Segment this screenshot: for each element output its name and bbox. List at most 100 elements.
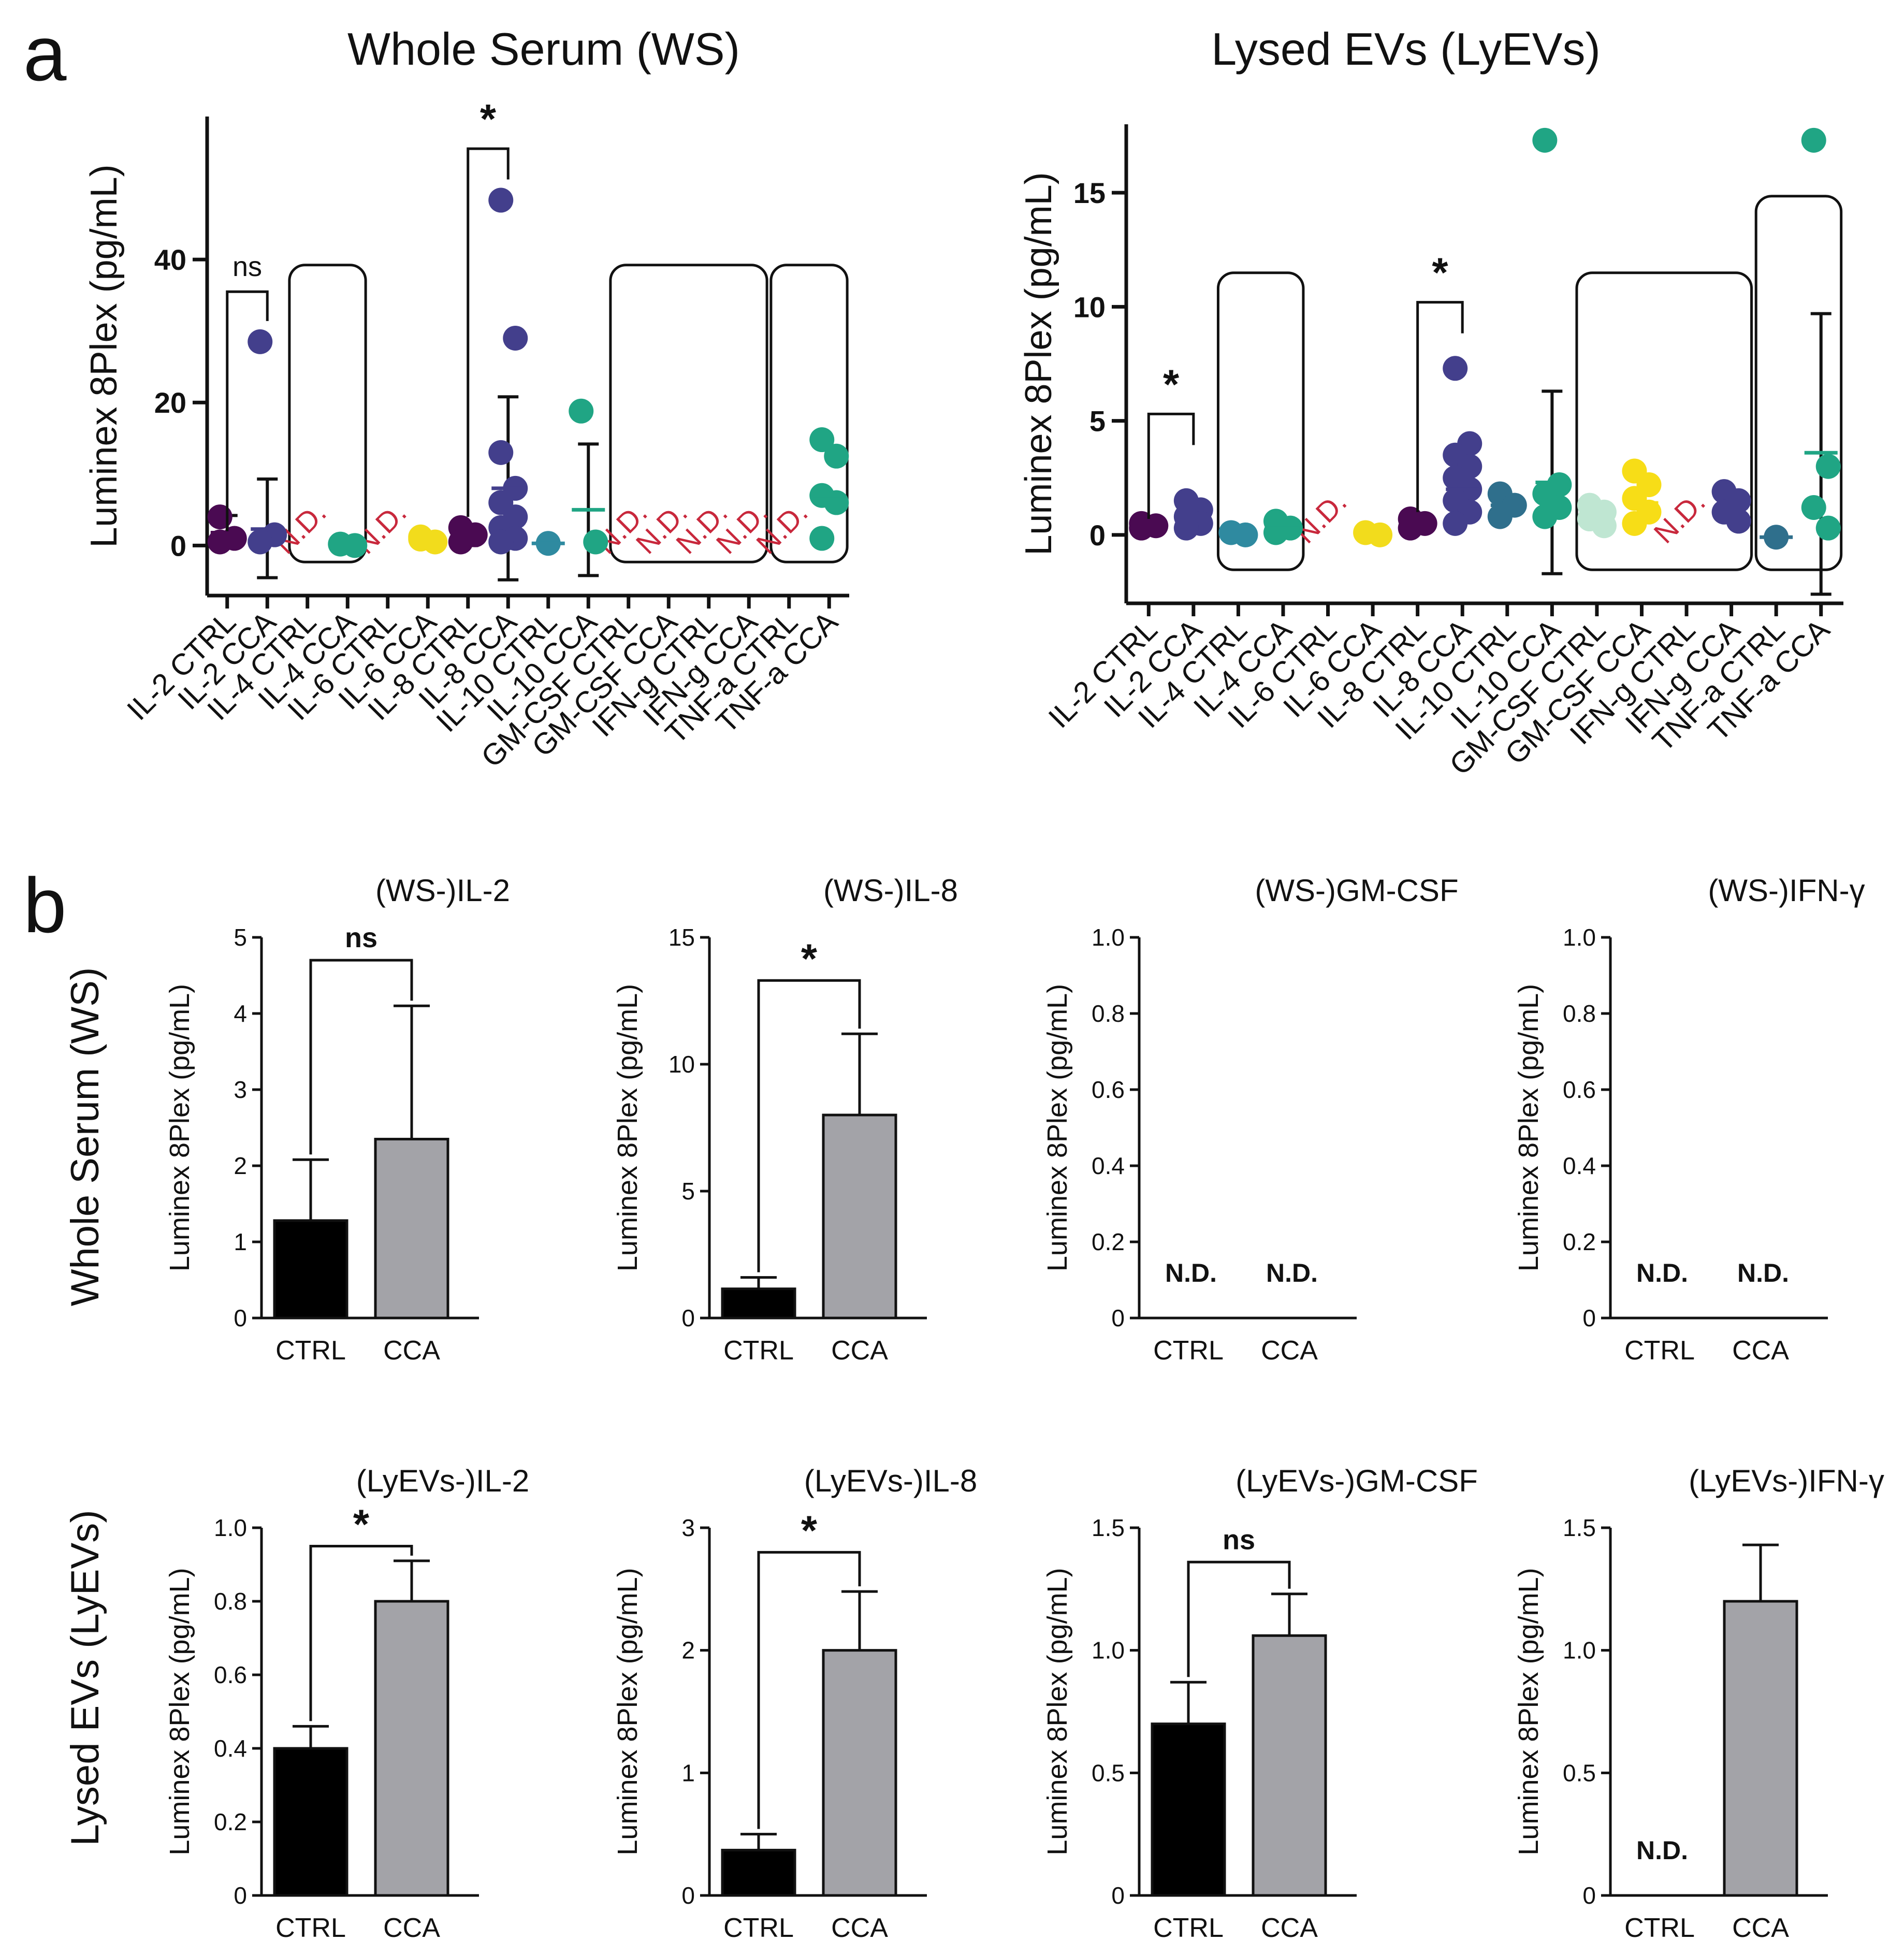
significance-label: *	[801, 1507, 818, 1553]
y-axis-label: Luminex 8Plex (pg/mL)	[1042, 1568, 1073, 1855]
significance-bracket	[1187, 1560, 1291, 1677]
y-tick-label: 0	[1111, 1305, 1125, 1331]
y-tick-label: 0	[234, 1882, 247, 1909]
y-tick-label: 0.2	[1092, 1228, 1125, 1255]
bar-chart-b-ws-il2: (WS-)IL-2 Luminex 8Plex (pg/mL) 0 1 2 3 4 5 CTRL…	[164, 873, 510, 1366]
y-tick-label: 0	[1111, 1882, 1125, 1909]
x-tick-label: CCA	[1732, 1336, 1789, 1366]
data-point	[583, 529, 608, 555]
data-point	[1815, 454, 1841, 479]
chart-title: (WS-)IL-2	[375, 873, 510, 908]
data-point	[207, 504, 232, 530]
y-tick-label: 10	[1073, 291, 1106, 323]
y-tick-label: 0.2	[1563, 1228, 1596, 1255]
y-tick-label: 0	[681, 1305, 695, 1331]
significance-label: *	[1163, 361, 1180, 407]
y-tick-label: 3	[681, 1514, 695, 1541]
group-box	[609, 264, 768, 563]
x-tick-label: CTRL	[1624, 1336, 1695, 1366]
bar	[273, 1219, 348, 1320]
y-tick-label: 0.2	[214, 1808, 247, 1835]
scatter-chart-a-lyevs: Lysed EVs (LyEVs) Luminex 8Plex (pg/mL) 0 5…	[1018, 23, 1843, 781]
y-tick-label: 1.0	[1092, 1637, 1125, 1664]
data-point	[1443, 511, 1468, 536]
x-tick-label: CTRL	[1624, 1913, 1695, 1943]
bar-chart-b-ws-ifng: (WS-)IFN-γ Luminex 8Plex (pg/mL) 0 0.2 0.4 0.…	[1513, 873, 1865, 1366]
significance-label: *	[480, 96, 497, 142]
y-tick-label: 0.6	[1092, 1076, 1125, 1103]
nd-label: N.D.	[1289, 485, 1353, 549]
row-label-lysed-evs: Lysed EVs (LyEVs)	[63, 1510, 107, 1846]
bar	[273, 1747, 348, 1897]
y-tick-label: 1.0	[1563, 1637, 1596, 1664]
x-tick-label: CCA	[831, 1336, 888, 1366]
chart-title: (WS-)IL-8	[823, 873, 958, 908]
bar-chart-b-ws-gmcsf: (WS-)GM-CSF Luminex 8Plex (pg/mL) 0 0.2 0.4 0…	[1042, 873, 1459, 1366]
y-tick-label: 5	[681, 1178, 695, 1205]
data-point	[1263, 520, 1288, 545]
data-point	[1487, 504, 1513, 529]
significance-label: ns	[345, 922, 377, 953]
y-tick-label: 1.0	[214, 1514, 247, 1541]
y-tick-label: 1.5	[1092, 1514, 1125, 1541]
y-tick-label: 2	[681, 1637, 695, 1664]
x-tick-label: CTRL	[275, 1913, 346, 1943]
y-axis-label: Luminex 8Plex (pg/mL)	[612, 984, 643, 1271]
data-point	[488, 529, 514, 555]
y-axis-label: Luminex 8Plex (pg/mL)	[1042, 984, 1073, 1271]
data-point	[448, 529, 473, 555]
y-tick-label: 0.8	[214, 1588, 247, 1615]
chart-title: (LyEVs-)IFN-γ	[1689, 1464, 1884, 1498]
data-point	[1398, 515, 1423, 541]
data-point	[809, 526, 835, 551]
y-tick-label: 4	[234, 1000, 247, 1027]
x-tick-label: CTRL	[1153, 1336, 1224, 1366]
bar	[822, 1113, 897, 1320]
chart-title: (LyEVs-)IL-8	[804, 1464, 978, 1498]
significance-bracket	[757, 979, 861, 1272]
chart-title: Whole Serum (WS)	[347, 23, 740, 75]
y-tick-label: 1.0	[1563, 924, 1596, 951]
y-tick-label: 0.8	[1563, 1000, 1596, 1027]
data-point	[503, 325, 528, 351]
data-point	[1591, 513, 1617, 539]
bar	[721, 1848, 796, 1897]
y-axis-label: Luminex 8Plex (pg/mL)	[1513, 1568, 1544, 1855]
data-point	[207, 529, 232, 555]
row-label-whole-serum: Whole Serum (WS)	[63, 967, 107, 1307]
data-point	[248, 329, 273, 354]
y-axis-label: Luminex 8Plex (pg/mL)	[1513, 984, 1544, 1271]
significance-bracket	[309, 1545, 413, 1721]
data-point	[1622, 511, 1647, 536]
y-tick-label: 0.4	[214, 1735, 247, 1762]
y-tick-label: 0.5	[1092, 1759, 1125, 1786]
y-tick-label: 2	[234, 1152, 247, 1179]
x-tick-label: CCA	[383, 1336, 440, 1366]
bar-chart-b-ly-il8: (LyEVs-)IL-8 Luminex 8Plex (pg/mL) 0 1 2 3 CTR…	[612, 1464, 977, 1943]
y-tick-label: 1.5	[1563, 1514, 1596, 1541]
data-point	[1443, 356, 1468, 381]
significance-bracket	[757, 1551, 861, 1829]
y-axis-label: Luminex 8Plex (pg/mL)	[1018, 172, 1059, 555]
group-box	[1754, 195, 1843, 571]
bar-chart-b-ly-gmcsf: (LyEVs-)GM-CSF Luminex 8Plex (pg/mL) 0 0.5 1…	[1042, 1464, 1478, 1943]
data-point	[824, 490, 849, 515]
y-tick-label: 3	[234, 1076, 247, 1103]
y-tick-label: 0	[681, 1882, 695, 1909]
data-point	[1801, 495, 1826, 520]
data-point	[569, 398, 594, 424]
y-axis-label: Luminex 8Plex (pg/mL)	[83, 164, 125, 547]
y-tick-label: 20	[154, 386, 186, 419]
significance-bracket	[1147, 412, 1195, 519]
data-point	[824, 443, 849, 469]
data-point	[1173, 515, 1199, 541]
y-tick-label: 40	[154, 243, 186, 276]
y-tick-label: 1	[681, 1759, 695, 1786]
bar	[374, 1138, 449, 1320]
nd-label: N.D.	[1266, 1258, 1318, 1287]
chart-title: (WS-)GM-CSF	[1255, 873, 1458, 908]
y-tick-label: 5	[234, 924, 247, 951]
group-box	[1575, 271, 1753, 571]
y-tick-label: 1.0	[1092, 924, 1125, 951]
scatter-chart-a-ws: Whole Serum (WS) Luminex 8Plex (pg/mL) 0 20…	[83, 23, 849, 774]
